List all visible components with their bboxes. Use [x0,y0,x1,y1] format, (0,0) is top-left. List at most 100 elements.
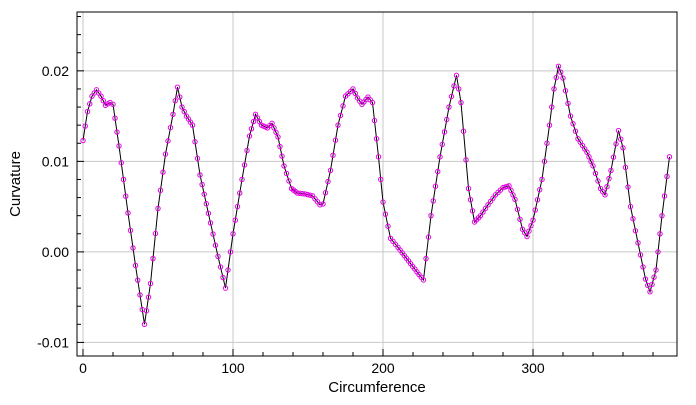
data-point-marker [210,231,216,237]
data-point-marker [299,190,306,197]
plot-frame [76,11,678,357]
data-point-marker [114,129,120,135]
data-point-marker [320,201,326,207]
data-point-marker [189,122,196,128]
data-point-marker [553,74,559,81]
data-point-marker [217,264,224,270]
data-point-marker [160,169,166,175]
data-point-marker [437,154,443,160]
data-point-marker [420,277,427,283]
data-point-marker [482,205,489,212]
data-point-marker [294,190,301,196]
data-point-marker [335,122,341,128]
data-point-marker [562,88,569,94]
data-point-marker [526,228,532,234]
data-point-marker [322,190,329,196]
data-point-marker [192,139,198,145]
data-point-marker [145,294,152,300]
data-point-marker [283,170,290,177]
data-point-marker [444,116,450,123]
y-tick-label: -0.01 [37,334,69,350]
data-point-marker [82,123,88,129]
data-point-marker [546,122,553,128]
data-point-marker [524,233,530,240]
data-point-marker [604,184,610,190]
data-point-marker [469,208,476,214]
data-point-marker [277,143,283,150]
data-point-marker [225,267,231,273]
data-point-marker [517,216,523,223]
data-point-marker [618,136,624,142]
data-point-marker [273,129,279,136]
data-point-marker [220,274,226,281]
data-point-marker [207,220,214,226]
data-point-marker [586,154,592,160]
data-point-marker [659,212,665,219]
data-point-marker [534,197,541,203]
data-point-marker [162,151,169,157]
data-point-marker [637,252,644,258]
data-point-marker [630,216,636,222]
data-point-marker [592,170,599,177]
data-point-marker [181,108,187,115]
data-point-marker [172,98,178,104]
data-point-marker [565,100,571,107]
data-point-marker [375,154,382,160]
data-point-marker [199,181,205,188]
data-point-marker [655,249,661,255]
data-point-marker [340,103,346,109]
data-point-marker [286,178,292,184]
data-point-marker [485,202,491,208]
data-point-marker [512,196,518,203]
data-point-marker [551,86,557,92]
data-point-marker [549,104,555,110]
data-point-marker [271,125,277,131]
x-tick-label: 100 [221,360,245,376]
data-point-marker [116,143,122,149]
data-point-marker [435,168,441,175]
data-point-marker [248,126,255,132]
data-point-marker [203,201,210,207]
data-point-marker [385,223,391,229]
data-point-marker [430,198,436,204]
data-point-marker [325,178,331,185]
data-point-marker [480,209,486,215]
y-tick-label: 0.01 [42,153,69,169]
axis-ticks [77,16,654,356]
data-point-marker [177,94,183,100]
data-point-marker [458,99,464,106]
data-point-marker [98,93,104,99]
data-point-marker [463,157,469,163]
data-point-marker [297,190,303,197]
y-axis-title: Curvature [7,151,24,217]
data-point-marker [237,190,243,196]
data-point-marker [651,274,657,280]
data-point-marker [661,193,668,199]
data-point-marker [167,124,174,131]
data-point-marker [530,217,536,223]
data-point-marker [451,83,457,89]
data-point-marker [87,101,93,107]
data-point-marker [275,134,281,140]
data-point-marker [544,140,550,146]
data-point-marker [373,136,380,142]
data-point-marker [227,249,234,255]
data-point-marker [179,104,185,110]
data-point-marker [369,99,376,106]
data-point-marker [465,185,472,192]
data-point-marker [608,167,614,174]
data-point-marker [230,231,236,237]
data-point-marker [281,163,287,169]
data-point-marker [80,137,86,144]
data-point-marker [332,137,339,143]
data-point-marker [327,167,334,174]
data-point-marker [613,141,619,147]
data-point-marker [127,227,134,234]
data-point-marker [595,178,601,184]
data-point-marker [487,198,494,205]
data-point-marker [170,111,176,117]
data-point-marker [234,203,241,210]
data-point-marker [135,277,141,283]
data-point-marker [625,184,631,190]
